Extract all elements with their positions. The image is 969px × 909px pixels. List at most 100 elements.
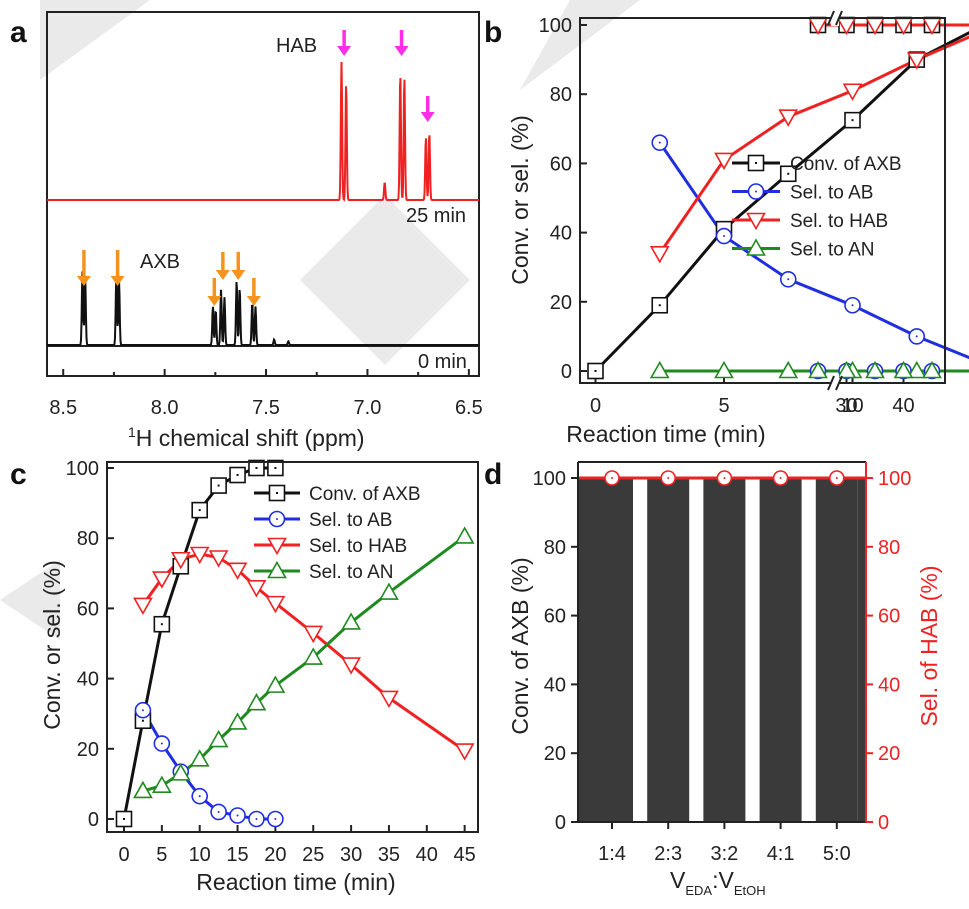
b-legend-label-2: Sel. to HAB (790, 211, 888, 232)
d-left-ytick-label-3: 60 (544, 606, 566, 628)
panel-b-markers (587, 16, 942, 380)
d-xtick-label-3: 4:1 (767, 843, 795, 865)
d-left-ytick-label-4: 80 (544, 537, 566, 559)
c-point-1-1-dot (160, 742, 163, 745)
panel-b-ticks: 0204060801000510153040 (539, 15, 915, 417)
b-legend-marker-3 (746, 238, 766, 256)
x-title-superscript: 1 (128, 424, 136, 440)
c-xtick-label-7: 35 (378, 844, 400, 866)
c-point-2-3 (189, 546, 210, 565)
b-point-3-10 (893, 360, 914, 379)
d-sel-point-2:3-dot (667, 477, 670, 479)
panel-d-right-y-axis-title: Sel. of HAB (%) (916, 565, 942, 726)
b-point-2-3 (842, 83, 863, 101)
c-xtick-label-4: 20 (264, 844, 286, 866)
b-point-1-1 (715, 227, 733, 245)
b-point-0-1-dot (658, 304, 661, 307)
d-bar-3:2 (703, 478, 746, 822)
d-sel-point-4:1-dot (779, 477, 782, 479)
c-xtick-label-0: 0 (118, 844, 129, 866)
a-xtick-label-1: 8.0 (151, 397, 179, 419)
c-point-2-10 (379, 690, 399, 709)
peak-arrow-head (207, 296, 222, 306)
panel-b-series-lines (594, 23, 969, 373)
b-point-1-0 (651, 134, 669, 151)
c-point-2-11 (454, 743, 475, 761)
c-point-3-5 (227, 712, 248, 730)
c-legend-marker-0-dot (276, 492, 278, 494)
c-point-1-0-dot (141, 709, 144, 712)
c-point-1-3-dot (198, 795, 201, 798)
b-ytick-label-0: 0 (561, 361, 572, 383)
b-point-1-3 (844, 296, 861, 314)
b-xtick-label-1: 5 (718, 395, 729, 417)
d-right-ytick-label-4: 80 (878, 537, 900, 559)
b-ytick-label-1: 20 (550, 292, 572, 314)
d-sel-point-3:2-dot (723, 477, 726, 479)
panel-c-kinetics: 0 20 40 60 80 100 0 5 10 15 20 25 30 35 40 45 Conv. of … (39, 458, 479, 895)
peak-arrow-head (394, 46, 409, 56)
panel-label-d: d (484, 458, 502, 491)
b-point-1-4-dot (915, 335, 918, 338)
panel-b-y-axis-title: Conv. or sel. (%) (507, 115, 533, 285)
c-xtick-label-3: 15 (226, 844, 248, 866)
c-point-1-3 (191, 787, 208, 805)
b-point-2-0 (649, 246, 670, 264)
b-point-1-1-dot (723, 235, 725, 238)
b-legend-marker-2 (746, 212, 766, 231)
d-left-ytick-label-2: 40 (544, 674, 566, 696)
c-point-1-4-dot (217, 810, 220, 813)
panel-label-b: b (484, 16, 502, 49)
c-line-3 (142, 535, 466, 793)
b-axis-break-mark (827, 10, 835, 26)
c-legend-marker-2 (267, 537, 287, 556)
d-xtick-label-0: 1:4 (598, 843, 626, 865)
c-point-0-8 (267, 459, 284, 477)
c-point-2-0 (133, 597, 153, 616)
c-point-0-6-dot (236, 474, 239, 477)
c-xtick-label-6: 30 (340, 844, 362, 866)
c-point-3-0 (133, 780, 153, 799)
b-point-3-9 (865, 360, 885, 379)
c-legend-label-2: Sel. to HAB (309, 536, 407, 557)
c-point-3-4 (208, 729, 229, 748)
peak-arrow-head (246, 296, 261, 306)
c-point-0-7-dot (255, 467, 258, 469)
x-title-colon-v2: :V (712, 867, 734, 893)
c-point-0-4-dot (198, 509, 201, 512)
b-point-0-4-dot (851, 119, 854, 122)
b-ytick-label-3: 60 (550, 153, 572, 175)
d-right-ytick-label-0: 0 (878, 812, 889, 834)
panel-d-x-axis-title: VEDA:VEtOH (670, 867, 766, 898)
c-point-0-5 (210, 477, 227, 494)
c-ytick-label-2: 40 (77, 669, 99, 691)
panel-a-x-ticks: 8.5 8.0 7.5 7.0 6.5 (49, 369, 483, 419)
c-point-1-4 (210, 803, 227, 821)
b-point-1-0-dot (658, 141, 661, 144)
d-bar-2:3 (647, 478, 690, 822)
c-point-0-4 (191, 501, 208, 519)
d-right-ytick-label-3: 60 (878, 606, 900, 628)
b-xtick-label-2: 10 (841, 395, 863, 417)
time-label-25min: 25 min (406, 205, 466, 227)
c-ytick-label-1: 20 (77, 739, 99, 761)
d-bar-edge-right (857, 478, 866, 822)
b-point-3-0 (649, 360, 670, 379)
d-left-ytick-label-5: 100 (533, 468, 566, 490)
panel-c-ticks: 0 20 40 60 80 100 0 5 10 15 20 25 30 35 40 45 (66, 458, 476, 866)
peak-arrow-head (76, 276, 91, 286)
b-axis-break-mark (835, 375, 843, 391)
peak-arrow-head (420, 112, 435, 122)
peak-arrow-head (231, 270, 246, 280)
c-point-0-5-dot (217, 484, 220, 487)
b-point-3-1 (714, 360, 734, 379)
c-point-1-5-dot (236, 814, 239, 817)
b-legend-label-0: Conv. of AXB (790, 154, 902, 175)
x-title-text: H chemical shift (ppm) (136, 425, 365, 451)
c-point-2-6 (246, 580, 267, 598)
c-point-2-1 (151, 571, 172, 589)
b-legend-marker-1-dot (755, 190, 757, 193)
c-ytick-label-5: 100 (66, 458, 99, 480)
d-sel-point-2:3 (660, 470, 677, 486)
b-point-2-1 (714, 152, 734, 171)
